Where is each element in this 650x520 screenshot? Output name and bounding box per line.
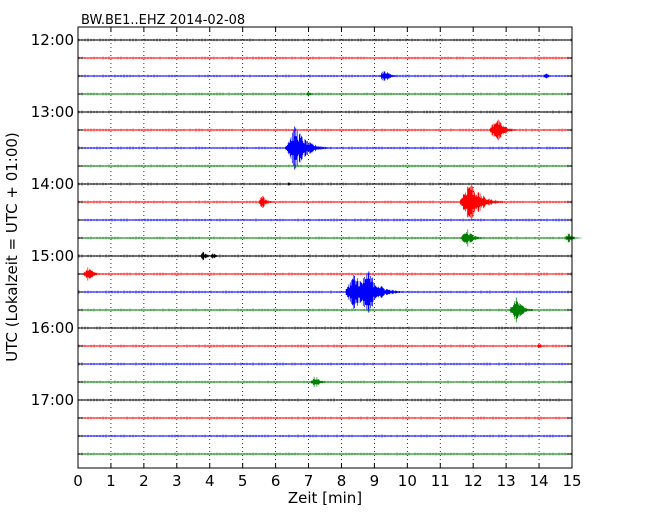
trace bbox=[78, 110, 572, 114]
trace bbox=[78, 251, 572, 261]
seismogram-traces bbox=[78, 38, 583, 456]
seismic-event bbox=[542, 73, 557, 79]
trace bbox=[78, 326, 572, 330]
trace bbox=[78, 271, 572, 313]
trace bbox=[78, 126, 572, 170]
x-tick-label: 11 bbox=[431, 472, 450, 490]
y-axis-label: UTC (Lokalzeit = UTC + 01:00) bbox=[3, 132, 21, 362]
x-axis-label: Zeit [min] bbox=[288, 489, 362, 507]
trace bbox=[78, 38, 572, 42]
chart-title: BW.BE1..EHZ 2014-02-08 bbox=[81, 13, 245, 28]
x-tick-label: 9 bbox=[370, 472, 380, 490]
grid-lines bbox=[110, 27, 540, 468]
seismic-event bbox=[305, 91, 320, 97]
seismic-event bbox=[83, 267, 105, 281]
x-tick-label: 12 bbox=[464, 472, 483, 490]
x-tick-label: 7 bbox=[304, 472, 314, 490]
seismic-event bbox=[258, 196, 278, 208]
trace bbox=[78, 218, 572, 222]
seismic-event bbox=[536, 344, 549, 348]
plot-frame bbox=[77, 26, 573, 469]
x-tick-label: 2 bbox=[139, 472, 149, 490]
seismic-event bbox=[461, 229, 487, 247]
trace bbox=[78, 267, 572, 281]
x-tick-label: 6 bbox=[271, 472, 281, 490]
y-tick-label: 13:00 bbox=[31, 103, 74, 121]
trace bbox=[78, 297, 572, 323]
x-tick-label: 8 bbox=[337, 472, 347, 490]
trace bbox=[78, 434, 572, 438]
seismic-event bbox=[310, 376, 330, 388]
seismic-event bbox=[286, 182, 298, 186]
y-tick-label: 15:00 bbox=[31, 247, 74, 265]
seismic-event bbox=[210, 253, 224, 259]
x-tick-label: 10 bbox=[398, 472, 417, 490]
trace bbox=[78, 344, 572, 348]
x-tick-label: 5 bbox=[238, 472, 248, 490]
trace bbox=[78, 452, 572, 456]
seismic-event bbox=[459, 184, 506, 220]
trace bbox=[78, 184, 572, 220]
trace bbox=[78, 91, 572, 97]
trace bbox=[78, 182, 572, 186]
seismic-event bbox=[357, 271, 404, 313]
y-tick-label: 14:00 bbox=[31, 175, 74, 193]
trace bbox=[78, 376, 572, 388]
x-tick-label: 13 bbox=[497, 472, 516, 490]
x-tick-label: 4 bbox=[205, 472, 215, 490]
seismic-event bbox=[379, 71, 401, 81]
seismic-event bbox=[509, 297, 539, 323]
seismic-event bbox=[284, 126, 332, 170]
x-tick-label: 3 bbox=[172, 472, 182, 490]
x-tick-label: 0 bbox=[73, 472, 83, 490]
trace bbox=[78, 71, 572, 81]
y-tick-label: 12:00 bbox=[31, 31, 74, 49]
y-tick-label: 17:00 bbox=[31, 391, 74, 409]
trace bbox=[78, 119, 572, 141]
trace bbox=[78, 398, 572, 402]
trace bbox=[78, 164, 572, 168]
x-tick-label: 14 bbox=[530, 472, 549, 490]
x-tick-label: 1 bbox=[106, 472, 116, 490]
trace bbox=[78, 416, 572, 420]
seismic-event bbox=[489, 119, 521, 141]
trace bbox=[78, 362, 572, 366]
axis-ticks: 0 1 2 3 4 5 6 7 8 9 10 11 12 13 14 1512:0013:0014:0015:… bbox=[31, 27, 582, 490]
x-tick-label: 15 bbox=[562, 472, 581, 490]
y-tick-label: 16:00 bbox=[31, 319, 74, 337]
trace bbox=[78, 229, 583, 247]
trace bbox=[78, 56, 572, 60]
